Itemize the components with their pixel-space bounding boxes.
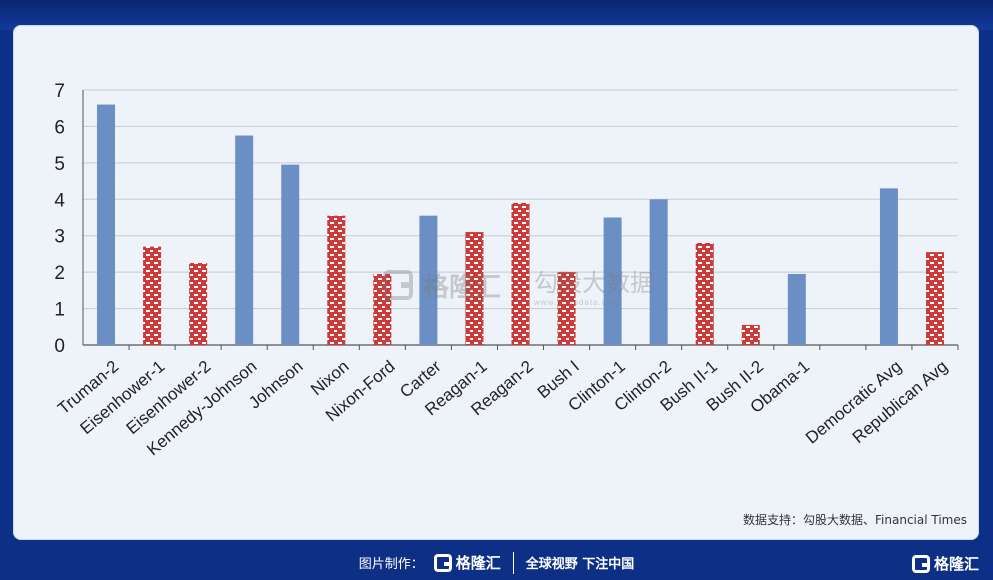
bar-carter [419, 215, 438, 345]
bar-johnson [281, 164, 300, 345]
bar-obama-1 [787, 273, 806, 345]
corner-brand-text: 格隆汇 [933, 555, 979, 573]
y-tick-label: 1 [54, 300, 65, 321]
footer-label: 图片制作： [358, 557, 424, 572]
footer-brand: 格隆汇 [455, 554, 501, 572]
bar-nixon-ford [373, 273, 392, 345]
bar-democratic-avg [879, 188, 898, 345]
bars [97, 104, 944, 345]
bar-kennedy-johnson [235, 135, 254, 345]
tick-labels: 01234567Truman-2Eisenhower-1Eisenhower-2… [54, 81, 951, 459]
y-tick-label: 6 [54, 117, 65, 138]
y-tick-label: 7 [54, 81, 65, 102]
corner-brand: 格隆汇 [911, 553, 979, 574]
bar-eisenhower-1 [143, 246, 162, 345]
bar-reagan-1 [465, 232, 484, 345]
bar-eisenhower-2 [189, 263, 208, 345]
bar-nixon [327, 215, 346, 345]
y-tick-label: 4 [54, 190, 65, 211]
y-tick-label: 2 [54, 263, 65, 284]
bar-clinton-2 [649, 199, 668, 345]
bar-republican-avg [925, 252, 944, 345]
bar-bush-ii-1 [695, 243, 714, 345]
bar-clinton-1 [603, 217, 622, 345]
footer-separator [512, 551, 514, 574]
footer-slogan: 全球视野 下注中国 [525, 557, 635, 572]
y-tick-label: 5 [54, 154, 65, 175]
y-tick-label: 3 [54, 227, 65, 248]
footer-logo-icon [433, 553, 452, 572]
chart-card: 0 1 2 3 4 5 6 7 Truman-2 Eisenhower-1 Eisenhower-2… [13, 25, 979, 540]
bar-bush-ii-2 [741, 324, 760, 345]
footer: 图片制作： 格隆汇 全球视野 下注中国 [0, 545, 993, 580]
bar-bush-i [557, 272, 576, 345]
y-tick-label: 0 [54, 336, 65, 357]
bar-reagan-2 [511, 202, 530, 345]
bar-chart: 01234567Truman-2Eisenhower-1Eisenhower-2… [54, 81, 959, 459]
bar-truman-2 [97, 104, 116, 345]
source-note: 数据支持：勾股大数据、Financial Times [743, 513, 967, 527]
corner-logo-icon [911, 554, 930, 573]
